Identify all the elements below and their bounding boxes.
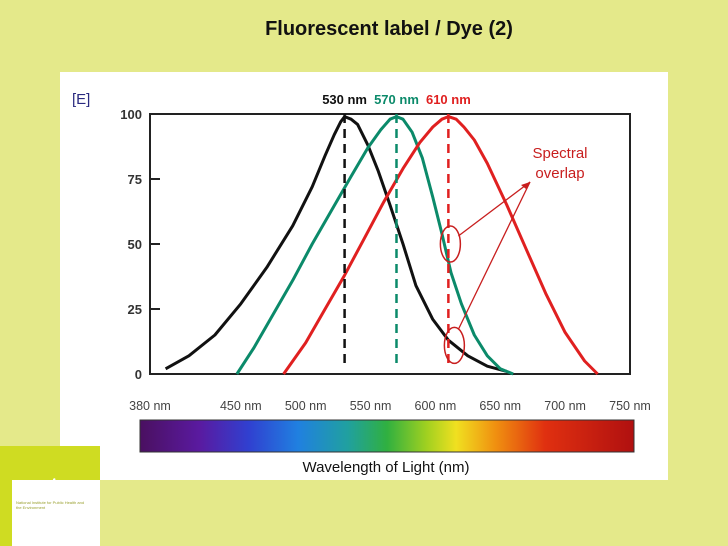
y-tick-label: 0 bbox=[135, 367, 142, 382]
overlap-ellipse bbox=[443, 326, 466, 365]
logo-subtitle: National Institute for Public Health and… bbox=[16, 500, 85, 510]
rivm-logo: rivm bbox=[38, 476, 93, 501]
y-tick-label: 100 bbox=[120, 107, 142, 122]
overlap-arrow bbox=[457, 181, 531, 237]
x-tick-label: 700 nm bbox=[544, 399, 586, 413]
x-axis-label: Wavelength of Light (nm) bbox=[302, 459, 469, 476]
x-tick-label: 500 nm bbox=[285, 399, 327, 413]
peak-marker-group: 530 nm 570 nm 610 nm bbox=[322, 92, 471, 364]
peak-label: 610 nm bbox=[426, 92, 471, 107]
series-line bbox=[235, 115, 514, 376]
y-tick-label: 25 bbox=[128, 302, 142, 317]
slide-title: Fluorescent label / Dye (2) bbox=[265, 18, 513, 40]
chart-axes: 0 25 50 75 100 380 nm 450 nm 500 nm 550 nm 600 nm… bbox=[120, 107, 651, 413]
logo-white-area bbox=[12, 480, 100, 546]
annotation-spectral-overlap: Spectral overlap bbox=[532, 145, 587, 182]
peak-label: 530 nm bbox=[322, 92, 367, 107]
spectrum-bar bbox=[139, 419, 635, 453]
x-tick-label: 380 nm bbox=[129, 399, 171, 413]
chart-panel: 0 25 50 75 100 380 nm 450 nm 500 nm 550 nm 600 nm… bbox=[60, 72, 668, 480]
annotation-group: Spectral overlap bbox=[439, 145, 588, 365]
overlap-arrow bbox=[457, 181, 531, 330]
x-tick-label: 550 nm bbox=[350, 399, 392, 413]
overlap-ellipse bbox=[439, 225, 462, 263]
x-tick-label: 750 nm bbox=[609, 399, 651, 413]
x-tick-label: 600 nm bbox=[415, 399, 457, 413]
y-tick-label: 75 bbox=[128, 172, 142, 187]
x-tick-label: 450 nm bbox=[220, 399, 262, 413]
x-tick-label: 650 nm bbox=[479, 399, 521, 413]
series-line bbox=[164, 115, 508, 373]
y-axis-label: [E] bbox=[72, 91, 90, 108]
arrow-head bbox=[521, 182, 530, 189]
peak-label: 570 nm bbox=[374, 92, 419, 107]
y-tick-label: 50 bbox=[128, 237, 142, 252]
spectrum-chart: 0 25 50 75 100 380 nm 450 nm 500 nm 550 nm 600 nm… bbox=[72, 91, 651, 476]
